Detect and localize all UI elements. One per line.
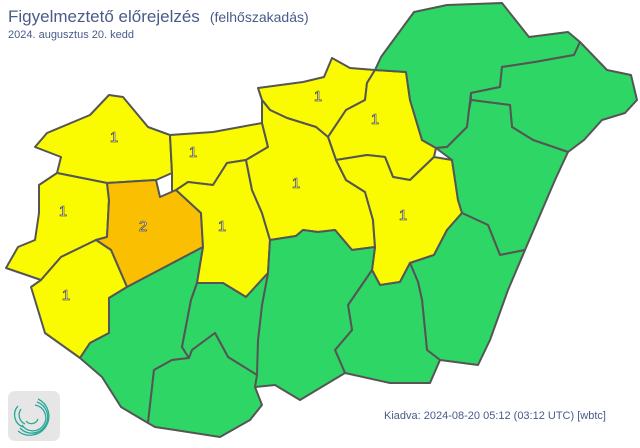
issued-timestamp: Kiadva: 2024-08-20 05:12 (03:12 UTC) [wb… <box>384 410 606 422</box>
warning-level-label-pest: 1 <box>292 175 300 192</box>
warning-level-label-heves: 1 <box>371 111 379 128</box>
county-gyor-moson-sopron <box>34 94 173 184</box>
forecast-date: 2024. augusztus 20. kedd <box>8 29 134 41</box>
warning-level-label-nograd: 1 <box>314 88 322 105</box>
met-service-logo <box>8 391 60 441</box>
warning-level-label-gyor-moson-sopron: 1 <box>110 129 118 146</box>
warning-level-label-vas: 1 <box>59 203 67 220</box>
warning-level-label-veszprem: 2 <box>139 218 147 235</box>
warning-level-label-komarom-esztergom: 1 <box>189 144 197 161</box>
warning-level-label-jasz-nagykun-szolnok: 1 <box>399 207 407 224</box>
title-text: Figyelmeztető előrejelzés <box>8 7 200 26</box>
county-baranya <box>147 332 263 438</box>
warning-level-label-fejer: 1 <box>218 218 226 235</box>
map-title: Figyelmeztető előrejelzés (felhőszakadás) <box>8 7 309 27</box>
hazard-type: (felhőszakadás) <box>209 9 309 25</box>
spiral-logo-icon <box>13 398 50 436</box>
warning-level-label-zala: 1 <box>62 287 70 304</box>
